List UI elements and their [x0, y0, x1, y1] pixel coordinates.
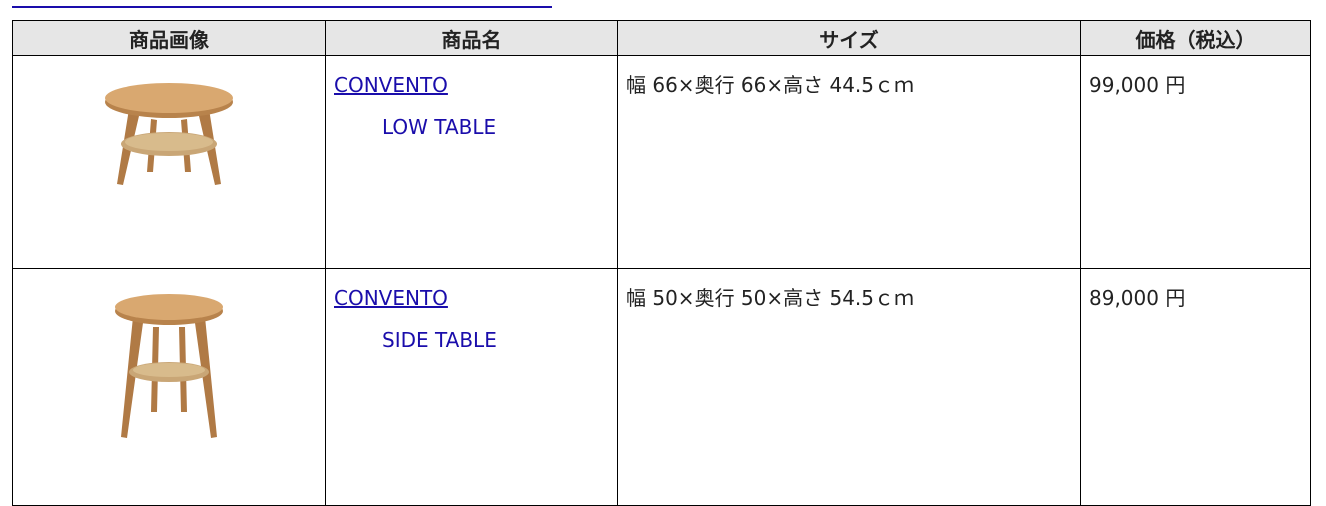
name-line[interactable]: LOW TABLE — [382, 115, 497, 139]
product-link[interactable]: CONVENTO LOW TABLE — [334, 73, 496, 139]
header-cell: 商品画像 — [12, 20, 326, 56]
product-image[interactable] — [89, 64, 249, 214]
header-row: 商品画像 商品名 サイズ 価格（税込） — [12, 20, 1311, 56]
product-row: CONVENTO LOW TABLE 幅 66×奥行 66×高さ 44.5ｃｍ 9… — [12, 55, 1311, 269]
name-cell: CONVENTO LOW TABLE — [325, 55, 618, 269]
header-cell: 商品名 — [325, 20, 618, 56]
price-cell: 99,000 円 — [1080, 55, 1311, 269]
product-table: 商品画像 商品名 サイズ 価格（税込） CONVENTO LOW TABLE 幅 … — [12, 20, 1311, 506]
size-cell: 幅 66×奥行 66×高さ 44.5ｃｍ — [617, 55, 1081, 269]
product-image[interactable] — [99, 277, 239, 457]
size-cell: 幅 50×奥行 50×高さ 54.5ｃｍ — [617, 268, 1081, 506]
price-cell: 89,000 円 — [1080, 268, 1311, 506]
image-cell — [12, 55, 326, 269]
header-cell: 価格（税込） — [1080, 20, 1311, 56]
name-line[interactable]: SIDE TABLE — [382, 328, 497, 352]
name-line[interactable]: CONVENTO — [334, 286, 448, 310]
name-cell: CONVENTO SIDE TABLE — [325, 268, 618, 506]
cropped-link-underline — [12, 6, 552, 8]
name-line[interactable]: CONVENTO — [334, 73, 448, 97]
header-cell: サイズ — [617, 20, 1081, 56]
image-cell — [12, 268, 326, 506]
product-row: CONVENTO SIDE TABLE 幅 50×奥行 50×高さ 54.5ｃｍ … — [12, 268, 1311, 506]
product-link[interactable]: CONVENTO SIDE TABLE — [334, 286, 497, 352]
